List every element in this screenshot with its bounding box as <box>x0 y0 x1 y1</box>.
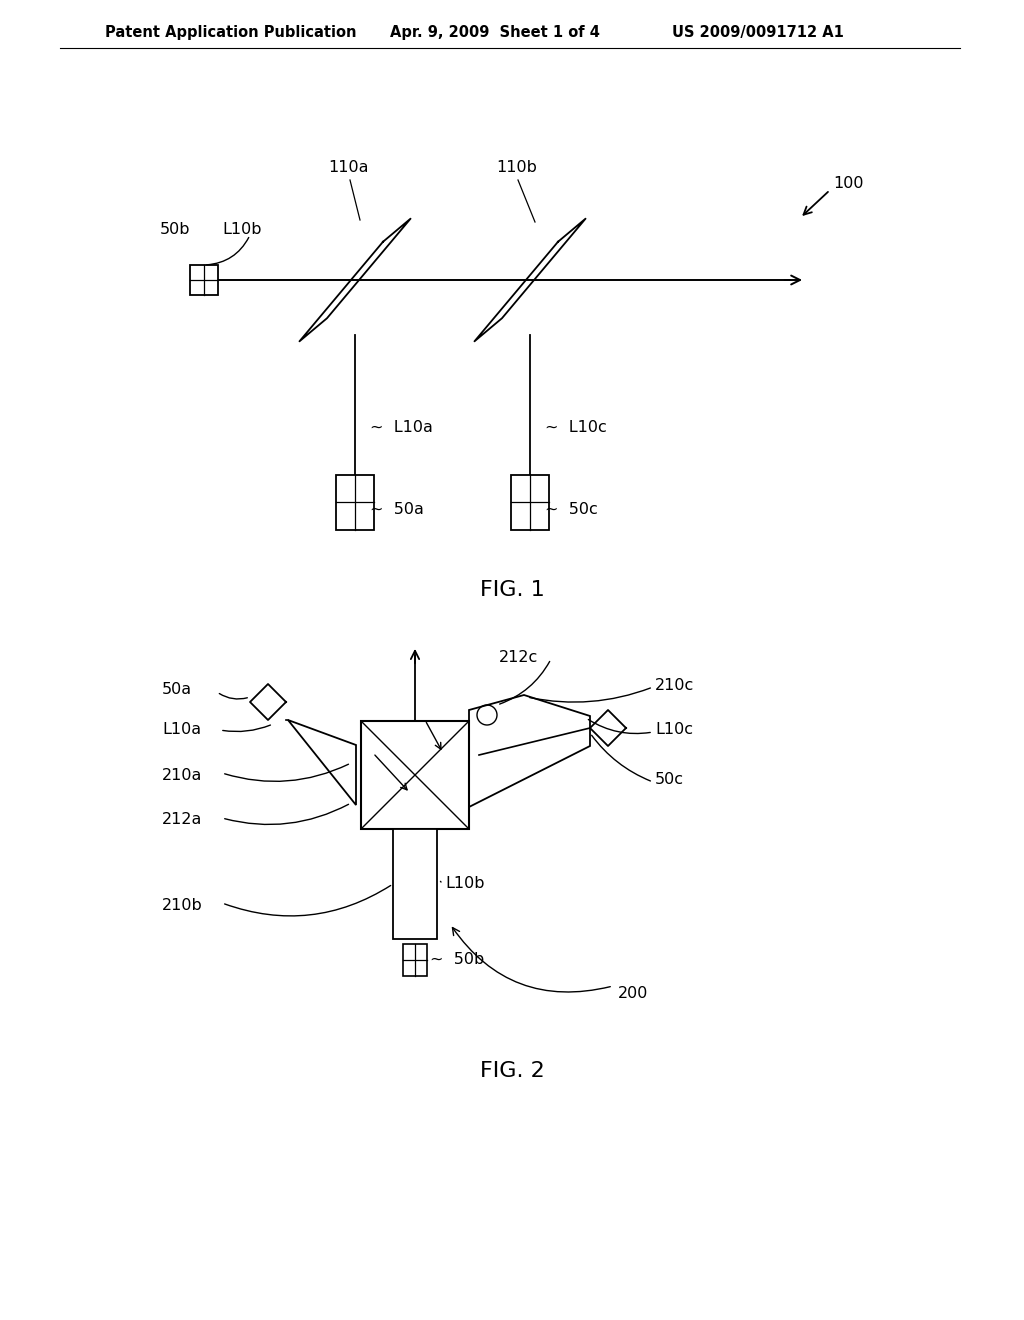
Text: FIG. 2: FIG. 2 <box>479 1061 545 1081</box>
Text: Patent Application Publication: Patent Application Publication <box>105 25 356 40</box>
Bar <box>361 721 469 829</box>
Text: 210c: 210c <box>655 677 694 693</box>
Text: L10b: L10b <box>445 876 484 891</box>
Text: L10a: L10a <box>162 722 201 738</box>
Text: 212c: 212c <box>499 649 539 664</box>
Text: 200: 200 <box>618 986 648 1002</box>
Text: ~  L10c: ~ L10c <box>545 421 607 436</box>
Text: ~  50a: ~ 50a <box>370 503 424 517</box>
Text: 50a: 50a <box>162 682 193 697</box>
Text: 210a: 210a <box>162 767 203 783</box>
Text: US 2009/0091712 A1: US 2009/0091712 A1 <box>672 25 844 40</box>
Text: ~  50b: ~ 50b <box>430 953 484 968</box>
Bar <box>403 944 427 975</box>
Bar <box>336 475 374 531</box>
Text: 110a: 110a <box>328 161 369 176</box>
Text: ~  L10a: ~ L10a <box>370 421 433 436</box>
Text: L10c: L10c <box>655 722 693 738</box>
Text: ~  50c: ~ 50c <box>545 503 598 517</box>
Bar <box>190 265 218 294</box>
Bar <box>511 475 549 531</box>
Text: 100: 100 <box>833 177 863 191</box>
Text: 212a: 212a <box>162 813 203 828</box>
Text: Apr. 9, 2009  Sheet 1 of 4: Apr. 9, 2009 Sheet 1 of 4 <box>390 25 600 40</box>
Text: 210b: 210b <box>162 898 203 912</box>
Text: 50c: 50c <box>655 772 684 788</box>
Text: FIG. 1: FIG. 1 <box>479 579 545 601</box>
Text: 110b: 110b <box>496 161 537 176</box>
Text: 50b: 50b <box>160 223 190 238</box>
Text: L10b: L10b <box>222 223 261 238</box>
Bar <box>393 829 437 939</box>
